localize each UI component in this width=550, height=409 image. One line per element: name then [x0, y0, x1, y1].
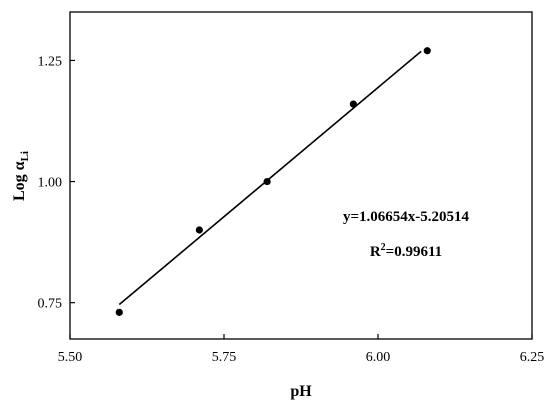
y-axis-title: Log αLi	[11, 151, 31, 201]
r-squared-label: R2=0.99611	[370, 242, 442, 260]
x-tick-label: 5.50	[58, 350, 83, 365]
r-squared-value: =0.99611	[386, 244, 442, 260]
x-axis-title: pH	[290, 383, 312, 400]
y-tick-label: 1.25	[38, 54, 63, 69]
data-point	[423, 47, 431, 55]
fit-line	[118, 50, 422, 306]
plot-frame	[69, 11, 533, 340]
x-axis-ticks: 5.50 5.75 6.00 6.25	[58, 334, 545, 365]
y-axis-title-subscript: Li	[19, 151, 31, 161]
data-point	[349, 100, 357, 108]
y-axis-title-main: Log α	[11, 161, 28, 201]
plot-area-border	[69, 11, 533, 340]
data-point	[195, 226, 203, 234]
r-squared-exponent: 2	[381, 242, 386, 253]
fit-equation: y=1.06654x-5.20514	[343, 209, 470, 225]
x-tick-label: 6.25	[520, 350, 545, 365]
y-tick-label: 1.00	[38, 176, 63, 191]
y-tick-label: 0.75	[38, 297, 63, 312]
y-axis-ticks: 0.75 1.00 1.25	[38, 54, 75, 312]
r-squared-symbol: R	[370, 244, 381, 260]
data-point	[115, 308, 123, 316]
data-point	[263, 177, 271, 186]
data-points	[115, 47, 431, 316]
x-tick-label: 5.75	[212, 350, 237, 365]
fit-line-group	[118, 50, 422, 306]
x-tick-label: 6.00	[366, 350, 391, 365]
